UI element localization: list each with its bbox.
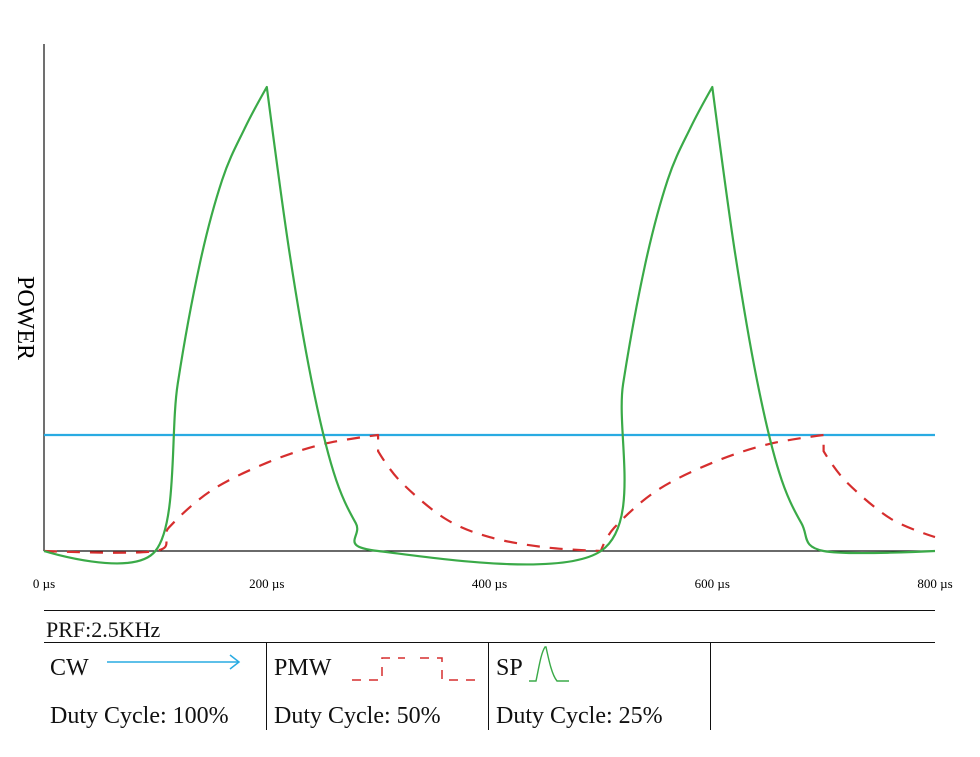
y-axis-label: POWER	[12, 276, 38, 360]
x-tick-label: 0 µs	[33, 576, 55, 591]
legend-divider-2	[488, 643, 489, 730]
power-chart: POWER 0 µs 200 µs 400 µs 600 µs 800 µs	[12, 44, 953, 591]
x-tick-label: 400 µs	[472, 576, 507, 591]
pmw-pulse-icon	[352, 657, 480, 681]
separator-bottom	[44, 642, 935, 643]
x-tick-label: 200 µs	[249, 576, 284, 591]
series-pmw	[43, 433, 936, 554]
series-layer	[43, 85, 936, 566]
legend-cw-duty: Duty Cycle: 100%	[50, 703, 229, 729]
x-tick-label: 800 µs	[917, 576, 952, 591]
legend-divider-1	[266, 643, 267, 730]
separator-top	[44, 610, 935, 611]
series-sp	[43, 85, 936, 566]
legend-sp-label: SP	[496, 655, 523, 681]
legend-pmw-duty: Duty Cycle: 50%	[274, 703, 441, 729]
legend-divider-3	[710, 643, 711, 730]
legend-pmw-label: PMW	[274, 655, 332, 681]
x-tick-layer: 0 µs 200 µs 400 µs 600 µs 800 µs	[33, 576, 953, 591]
sp-pulse-icon	[529, 646, 569, 682]
cw-arrow-icon	[107, 654, 241, 670]
prf-label: PRF:2.5KHz	[46, 617, 161, 642]
legend-cw-label: CW	[50, 655, 89, 681]
x-tick-label: 600 µs	[695, 576, 730, 591]
legend-sp-duty: Duty Cycle: 25%	[496, 703, 663, 729]
